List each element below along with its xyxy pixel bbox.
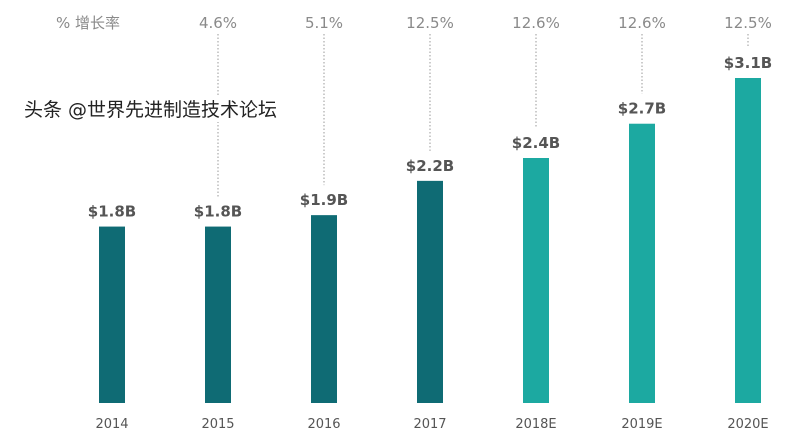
growth-label-2017: 12.5% [406, 14, 454, 32]
value-label-2016: $1.9B [300, 191, 348, 209]
x-tick-2020E: 2020E [727, 417, 768, 432]
bar-2018E [523, 158, 549, 403]
bar-2019E [629, 123, 655, 403]
x-tick-2016: 2016 [307, 417, 340, 432]
value-label-2015: $1.8B [194, 203, 242, 221]
growth-label-2016: 5.1% [305, 14, 343, 32]
watermark: 头条 @世界先进制造技术论坛 [20, 95, 282, 122]
value-label-2017: $2.2B [406, 157, 454, 175]
value-label-2014: $1.8B [88, 203, 136, 221]
growth-label-2019E: 12.6% [618, 14, 666, 32]
bar-2016 [311, 215, 337, 403]
x-tick-2014: 2014 [95, 417, 128, 432]
growth-label-2020E: 12.5% [724, 14, 772, 32]
value-label-2018E: $2.4B [512, 134, 560, 152]
x-tick-2017: 2017 [413, 417, 446, 432]
bar-2015 [205, 226, 231, 403]
x-tick-2015: 2015 [201, 417, 234, 432]
growth-header: % 增长率 [56, 14, 120, 32]
x-tick-2018E: 2018E [515, 417, 556, 432]
growth-label-2015: 4.6% [199, 14, 237, 32]
bar-2017 [417, 180, 443, 403]
value-label-2020E: $3.1B [724, 54, 772, 72]
value-label-2019E: $2.7B [618, 100, 666, 118]
growth-label-2018E: 12.6% [512, 14, 560, 32]
bar-2014 [99, 226, 125, 403]
x-tick-2019E: 2019E [621, 417, 662, 432]
bar-2020E [735, 78, 761, 403]
